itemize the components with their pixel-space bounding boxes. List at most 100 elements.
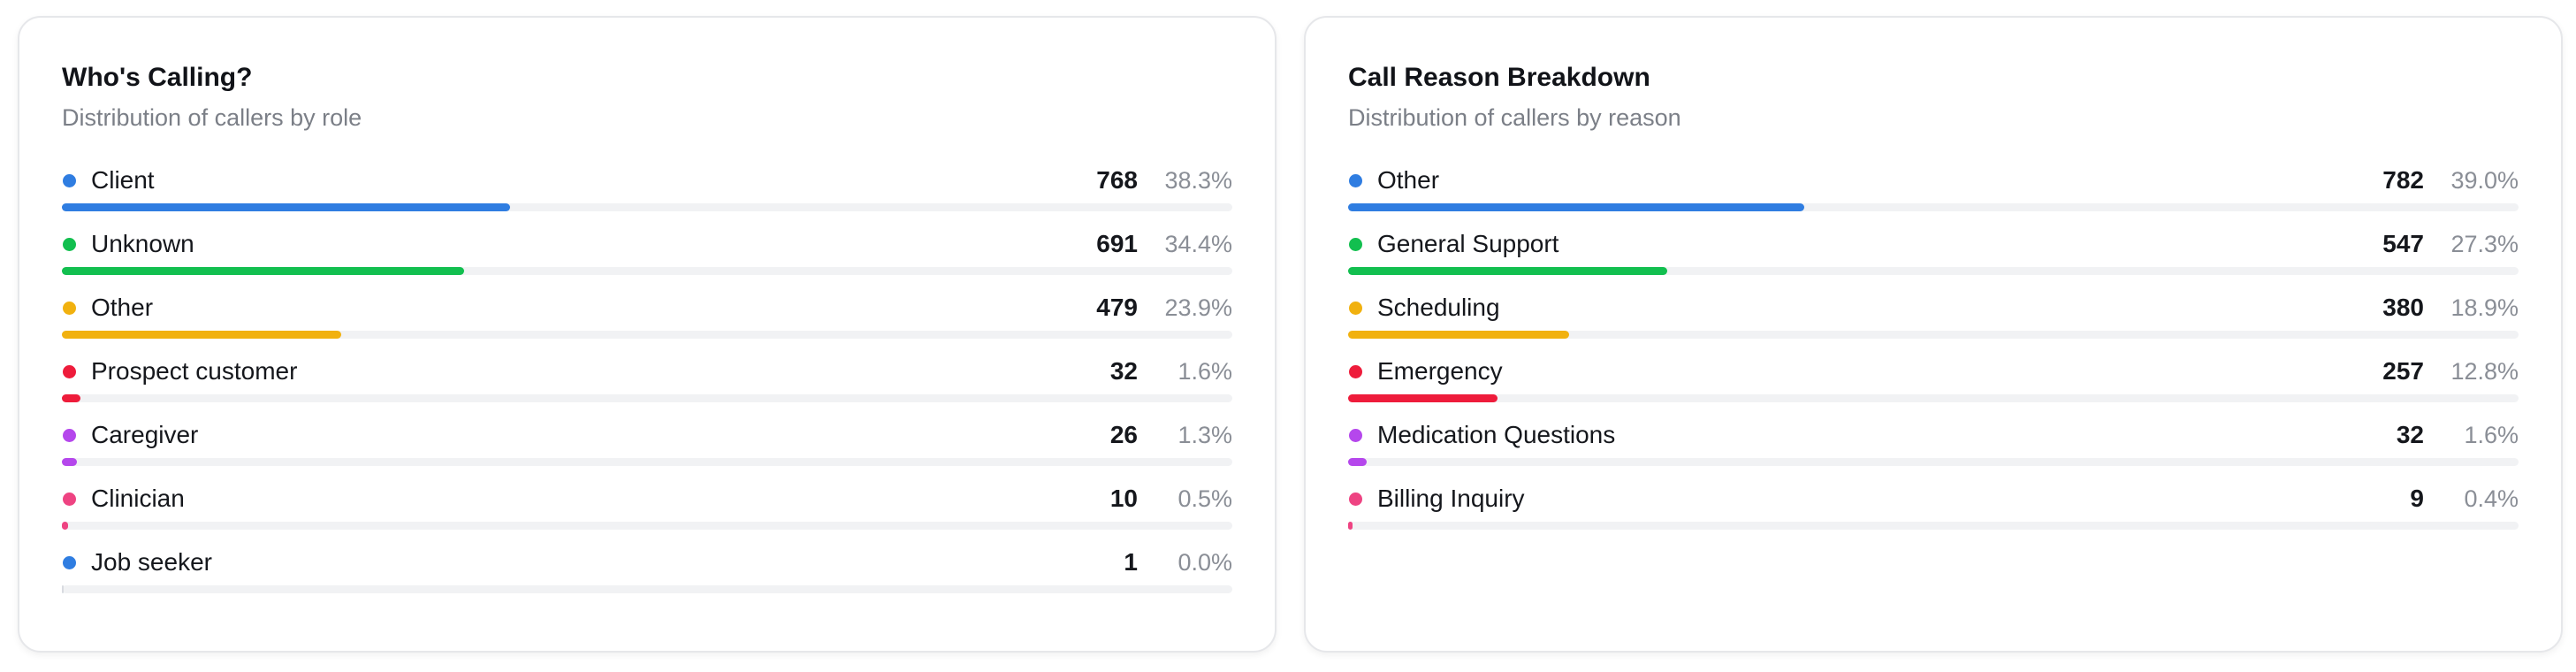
item-count: 32: [2396, 421, 2424, 448]
color-dot-icon: [1349, 492, 1362, 506]
card-title: Call Reason Breakdown: [1348, 63, 1650, 92]
list-item: Emergency 257 12.8%: [1348, 354, 2519, 417]
color-dot-icon: [63, 555, 76, 569]
progress-track: [62, 331, 1232, 339]
item-percent: 18.9%: [2450, 294, 2519, 321]
progress-fill: [1348, 331, 1570, 339]
card-subtitle: Distribution of callers by role: [62, 104, 362, 131]
progress-fill: [62, 203, 511, 211]
item-percent: 1.3%: [1177, 421, 1232, 448]
progress-track: [1348, 203, 2519, 211]
item-count: 768: [1096, 166, 1138, 194]
item-percent: 27.3%: [2450, 230, 2519, 257]
progress-track: [1348, 458, 2519, 466]
whos-calling-card: Who's Calling? Distribution of callers b…: [18, 16, 1277, 653]
color-dot-icon: [1349, 364, 1362, 378]
progress-fill: [62, 394, 81, 402]
progress-track: [1348, 394, 2519, 402]
color-dot-icon: [63, 301, 76, 315]
progress-fill: [1348, 522, 1353, 530]
color-dot-icon: [63, 173, 76, 187]
item-count: 26: [1109, 421, 1138, 448]
item-count: 10: [1109, 485, 1138, 512]
progress-track: [1348, 331, 2519, 339]
item-percent: 23.9%: [1164, 294, 1232, 321]
progress-fill: [62, 585, 64, 593]
list-item: Scheduling 380 18.9%: [1348, 290, 2519, 354]
color-dot-icon: [1349, 301, 1362, 315]
item-label: General Support: [1377, 230, 1559, 257]
item-label: Clinician: [91, 485, 185, 512]
breakdown-list: Client 768 38.3% Unknown 691 34.4% Other 479 23.…: [62, 163, 1232, 608]
color-dot-icon: [1349, 428, 1362, 442]
progress-fill: [62, 267, 465, 275]
progress-fill: [1348, 394, 1498, 402]
progress-track: [62, 585, 1232, 593]
item-count: 9: [2410, 485, 2424, 512]
item-label: Job seeker: [91, 548, 212, 576]
item-percent: 1.6%: [1177, 357, 1232, 385]
item-percent: 39.0%: [2450, 166, 2519, 194]
list-item: Caregiver 26 1.3%: [62, 417, 1232, 481]
progress-track: [1348, 522, 2519, 530]
item-label: Other: [91, 294, 154, 321]
item-count: 380: [2382, 294, 2424, 321]
item-percent: 34.4%: [1164, 230, 1232, 257]
item-label: Medication Questions: [1377, 421, 1616, 448]
list-item: Unknown 691 34.4%: [62, 226, 1232, 290]
item-percent: 38.3%: [1164, 166, 1232, 194]
call-reason-breakdown-card: Call Reason Breakdown Distribution of ca…: [1304, 16, 2563, 653]
list-item: Other 479 23.9%: [62, 290, 1232, 354]
item-percent: 0.5%: [1177, 485, 1232, 512]
item-percent: 1.6%: [2464, 421, 2519, 448]
progress-track: [62, 458, 1232, 466]
list-item: Billing Inquiry 9 0.4%: [1348, 481, 2519, 545]
list-item: Clinician 10 0.5%: [62, 481, 1232, 545]
item-label: Other: [1377, 166, 1440, 194]
progress-fill: [1348, 458, 1368, 466]
progress-track: [62, 267, 1232, 275]
color-dot-icon: [63, 364, 76, 378]
color-dot-icon: [63, 428, 76, 442]
color-dot-icon: [63, 237, 76, 251]
item-count: 691: [1096, 230, 1138, 257]
list-item: Prospect customer 32 1.6%: [62, 354, 1232, 417]
item-label: Scheduling: [1377, 294, 1500, 321]
item-count: 479: [1096, 294, 1138, 321]
card-title: Who's Calling?: [62, 63, 253, 92]
progress-fill: [1348, 267, 1668, 275]
color-dot-icon: [1349, 173, 1362, 187]
item-count: 782: [2382, 166, 2424, 194]
item-label: Billing Inquiry: [1377, 485, 1525, 512]
list-item: Other 782 39.0%: [1348, 163, 2519, 226]
progress-fill: [62, 522, 68, 530]
item-percent: 0.0%: [1177, 548, 1232, 576]
color-dot-icon: [63, 492, 76, 506]
item-count: 1: [1124, 548, 1138, 576]
item-label: Prospect customer: [91, 357, 298, 385]
item-count: 32: [1109, 357, 1138, 385]
progress-track: [1348, 267, 2519, 275]
item-count: 547: [2382, 230, 2424, 257]
card-subtitle: Distribution of callers by reason: [1348, 104, 1681, 131]
list-item: General Support 547 27.3%: [1348, 226, 2519, 290]
item-label: Caregiver: [91, 421, 199, 448]
item-percent: 12.8%: [2450, 357, 2519, 385]
item-label: Client: [91, 166, 155, 194]
item-label: Emergency: [1377, 357, 1503, 385]
progress-fill: [62, 458, 78, 466]
progress-fill: [62, 331, 342, 339]
color-dot-icon: [1349, 237, 1362, 251]
progress-track: [62, 522, 1232, 530]
item-percent: 0.4%: [2464, 485, 2519, 512]
progress-track: [62, 203, 1232, 211]
progress-fill: [1348, 203, 1805, 211]
list-item: Job seeker 1 0.0%: [62, 545, 1232, 608]
progress-track: [62, 394, 1232, 402]
item-label: Unknown: [91, 230, 194, 257]
item-count: 257: [2382, 357, 2424, 385]
breakdown-list: Other 782 39.0% General Support 547 27.3% Sche…: [1348, 163, 2519, 545]
list-item: Medication Questions 32 1.6%: [1348, 417, 2519, 481]
list-item: Client 768 38.3%: [62, 163, 1232, 226]
